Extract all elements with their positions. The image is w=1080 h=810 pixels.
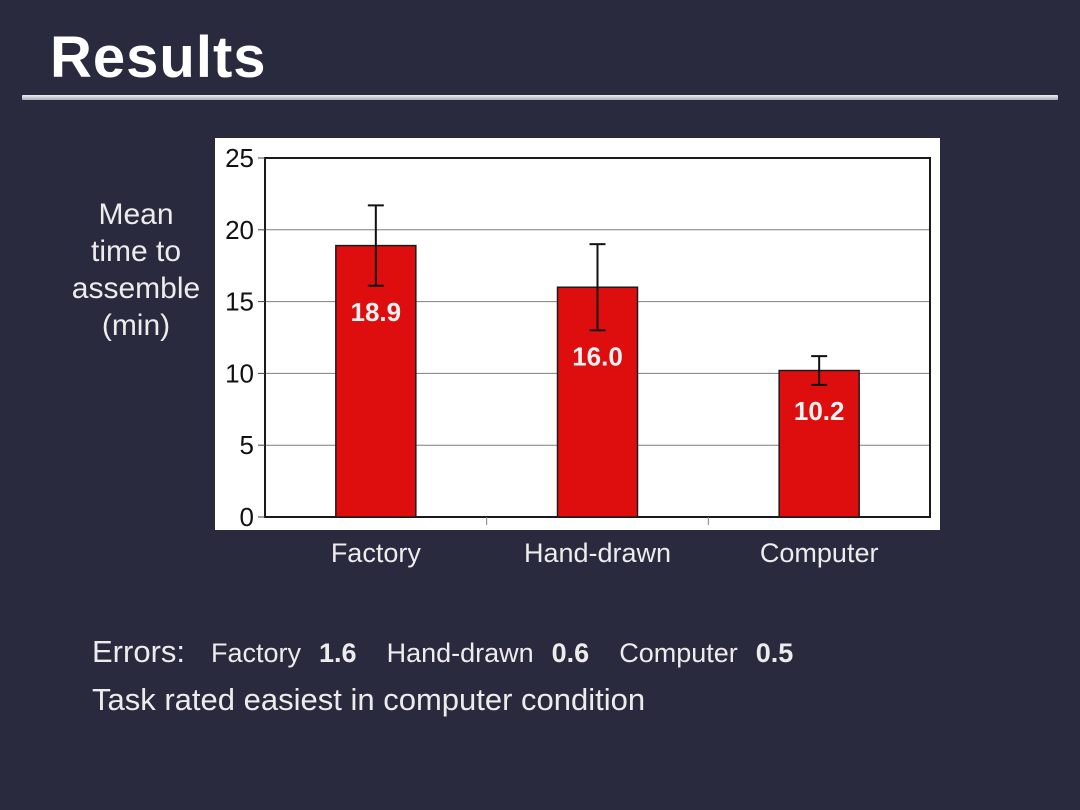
x-axis-labels: Factory Hand-drawn Computer (265, 538, 930, 569)
y-axis-title-line: Mean (98, 198, 174, 231)
x-axis-label-factory: Factory (330, 538, 421, 568)
errors-item-hand-drawn: Hand-drawn 0.6 (387, 638, 590, 669)
errors-item-value: 1.6 (319, 638, 357, 668)
y-axis-title: Mean time to assemble (min) (48, 196, 224, 344)
errors-item-name: Factory (211, 638, 302, 668)
y-axis-title-line: assemble (71, 272, 201, 305)
x-axis-label-computer: Computer (759, 538, 879, 568)
x-axis-label-hand-drawn: Hand-drawn (523, 538, 672, 568)
bar-factory (335, 244, 417, 518)
bar-value-label-factory: 18.9 (351, 297, 402, 327)
y-tick-label-20: 20 (225, 215, 254, 245)
bar-value-label-hand-drawn: 16.0 (572, 341, 623, 371)
title-underline (22, 95, 1058, 100)
conclusion-text: Task rated easiest in computer condition (92, 682, 646, 717)
chart-panel: 0 5 10 15 20 25 18.9 16.0 10.2 (215, 138, 940, 532)
y-tick-label-5: 5 (240, 430, 254, 460)
y-tick-label-0: 0 (240, 502, 254, 530)
bar-chart: 0 5 10 15 20 25 18.9 16.0 10.2 (225, 143, 931, 532)
errors-item-factory: Factory 1.6 (211, 638, 357, 669)
errors-item-computer: Computer 0.5 (619, 638, 793, 669)
y-axis-title-line: time to (90, 235, 182, 268)
errors-line: Errors: Factory 1.6 Hand-drawn 0.6 Compu… (92, 634, 823, 670)
y-tick-label-10: 10 (225, 358, 254, 388)
y-tick-label-15: 15 (225, 287, 254, 317)
bar-computer (778, 369, 860, 518)
errors-item-value: 0.6 (551, 638, 590, 668)
y-tick-label-25: 25 (225, 143, 254, 173)
y-axis-title-line: (min) (101, 309, 171, 342)
errors-label: Errors: (92, 634, 185, 669)
bar-value-label-computer: 10.2 (794, 396, 845, 426)
page-title: Results (50, 25, 267, 90)
errors-item-name: Computer (619, 638, 738, 668)
errors-item-name: Hand-drawn (386, 638, 534, 668)
errors-item-value: 0.5 (755, 638, 794, 668)
